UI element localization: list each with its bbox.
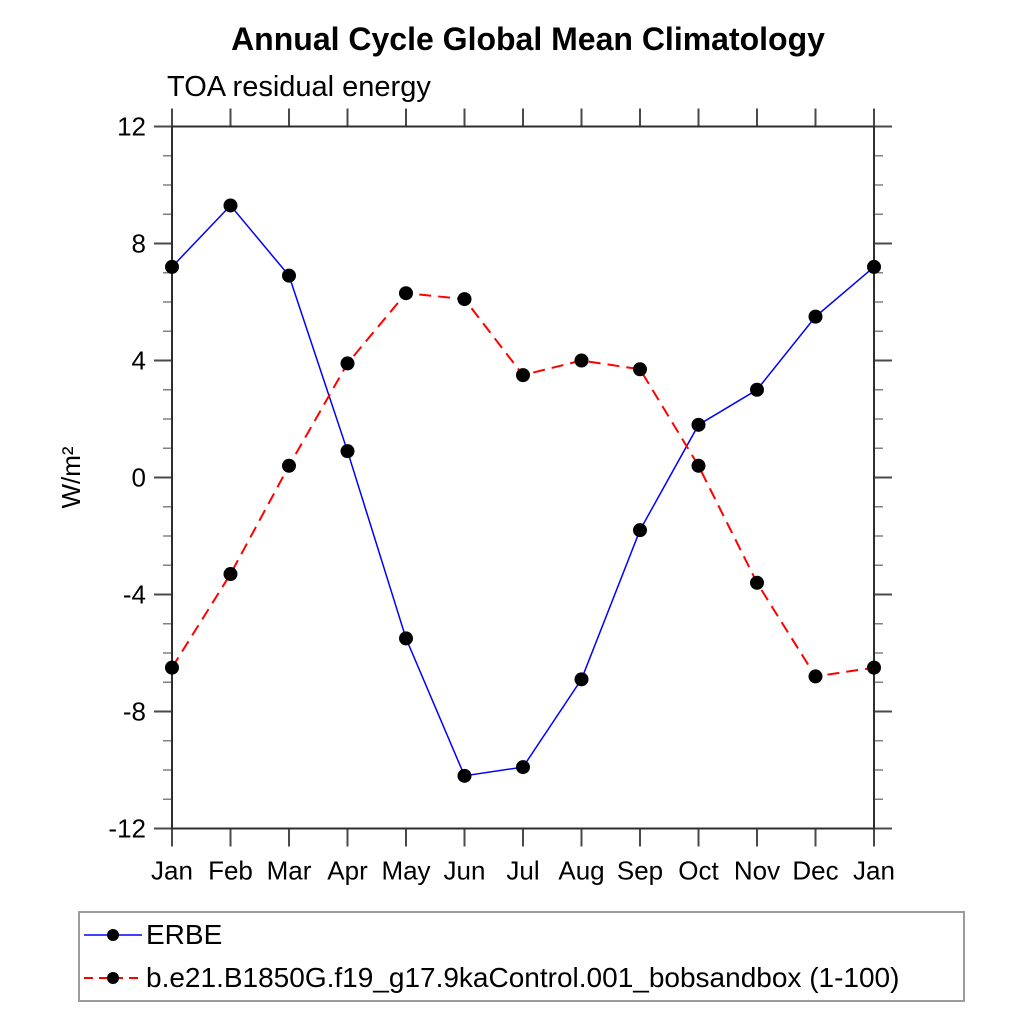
y-tick-label: -8: [123, 697, 146, 727]
y-axis-ticks: [154, 125, 892, 830]
legend-item-model: b.e21.B1850G.f19_g17.9kaControl.001_bobs…: [80, 957, 963, 1001]
data-point-marker: [457, 768, 472, 783]
x-tick-label: Oct: [678, 856, 719, 886]
data-point-marker: [808, 669, 823, 684]
data-point-marker: [574, 672, 589, 687]
data-point-marker: [750, 382, 764, 397]
y-tick-label: 8: [132, 229, 146, 259]
y-tick-label: 12: [117, 112, 146, 142]
data-point-marker: [516, 368, 530, 383]
data-point-marker: [516, 760, 530, 775]
y-axis-tick-labels: -12 -8 -4 0 4 8 12: [108, 112, 146, 844]
legend-line-sample-model: [84, 972, 142, 985]
series-0: [165, 198, 881, 783]
data-point-marker: [633, 362, 647, 377]
plot-area: -12 -8 -4 0 4 8 12 Jan Feb Mar Apr May Jun Jul Aug Sep O…: [56, 108, 895, 886]
data-point-marker: [340, 444, 355, 459]
y-tick-label: 4: [132, 346, 146, 376]
plot-frame: [171, 125, 875, 830]
data-point-marker: [808, 309, 823, 324]
x-tick-label: Mar: [267, 856, 312, 886]
data-point-marker: [165, 259, 179, 274]
y-tick-label: 0: [132, 463, 146, 493]
data-point-marker: [223, 567, 238, 582]
data-point-marker: [691, 417, 706, 432]
legend-label-model: b.e21.B1850G.f19_g17.9kaControl.001_bobs…: [146, 962, 900, 994]
x-tick-label: Sep: [617, 856, 663, 886]
series-1: [165, 286, 881, 684]
data-point-marker: [282, 458, 296, 473]
x-tick-label: May: [381, 856, 430, 886]
x-axis-tick-labels: Jan Feb Mar Apr May Jun Jul Aug Sep Oct Nov Dec Jan: [151, 856, 895, 886]
data-point-marker: [282, 268, 296, 283]
data-point-marker: [399, 286, 413, 301]
data-point-marker: [457, 292, 472, 307]
data-point-marker: [399, 631, 413, 646]
y-tick-label: -12: [108, 814, 146, 844]
x-tick-label: Feb: [208, 856, 253, 886]
data-point-marker: [867, 660, 881, 675]
x-tick-label: Jan: [151, 856, 193, 886]
y-axis-label-text: W/m²: [56, 446, 86, 508]
x-axis-ticks: [171, 108, 875, 847]
data-point-marker: [691, 458, 706, 473]
legend-line-sample-erbe: [84, 928, 142, 941]
data-point-marker: [340, 356, 355, 371]
x-tick-label: Jun: [444, 856, 486, 886]
data-point-marker: [633, 523, 647, 538]
x-tick-label: Apr: [327, 856, 368, 886]
data-point-marker: [223, 198, 238, 213]
y-tick-label: -4: [123, 580, 146, 610]
legend-label-erbe: ERBE: [146, 918, 223, 950]
data-point-marker: [750, 575, 764, 590]
y-axis-label: W/m²: [56, 446, 86, 508]
legend-item-erbe: ERBE: [80, 913, 963, 957]
x-tick-label: Jul: [506, 856, 539, 886]
chart-title: Annual Cycle Global Mean Climatology: [231, 21, 825, 57]
x-tick-label: Aug: [558, 856, 604, 886]
data-point-marker: [867, 259, 881, 274]
legend-box: ERBE b.e21.B1850G.f19_g17.9kaControl.001…: [78, 911, 965, 1002]
x-tick-label: Dec: [792, 856, 838, 886]
x-tick-label: Jan: [853, 856, 895, 886]
data-point-marker: [165, 660, 179, 675]
data-point-marker: [574, 353, 589, 368]
x-tick-label: Nov: [734, 856, 780, 886]
chart-subtitle: TOA residual energy: [167, 71, 431, 103]
